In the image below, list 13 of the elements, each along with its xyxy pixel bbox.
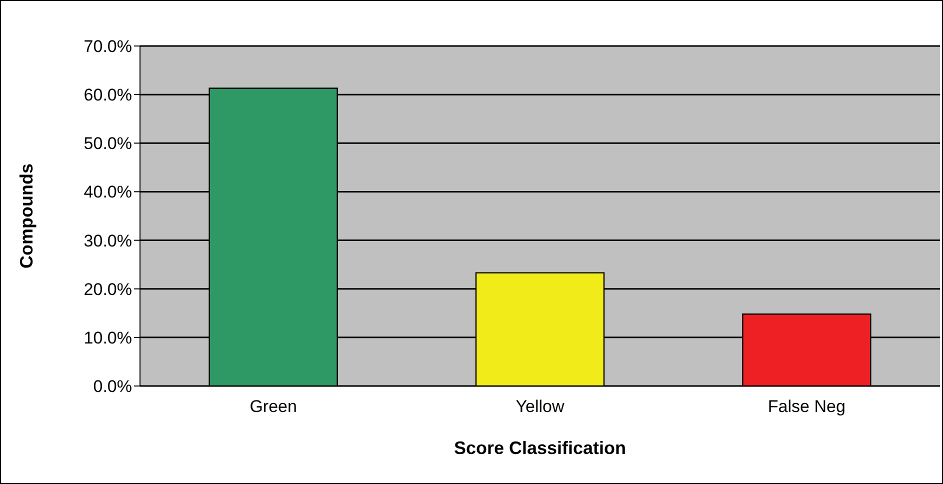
y-tick-label: 50.0% [84, 134, 132, 154]
y-tick-label: 30.0% [84, 231, 132, 250]
y-axis-title: Compounds [16, 164, 36, 268]
y-tick-label: 10.0% [84, 328, 132, 348]
y-tick-label: 0.0% [93, 377, 132, 396]
x-tick-label: False Neg [768, 397, 846, 416]
x-axis-title: Score Classification [454, 438, 626, 458]
y-tick-label: 40.0% [84, 182, 132, 202]
x-tick-label: Yellow [516, 397, 565, 416]
y-tick-label: 20.0% [84, 280, 132, 299]
y-tick-label: 60.0% [84, 86, 132, 105]
y-tick-label: 70.0% [84, 37, 132, 56]
x-tick-label: Green [250, 397, 297, 416]
